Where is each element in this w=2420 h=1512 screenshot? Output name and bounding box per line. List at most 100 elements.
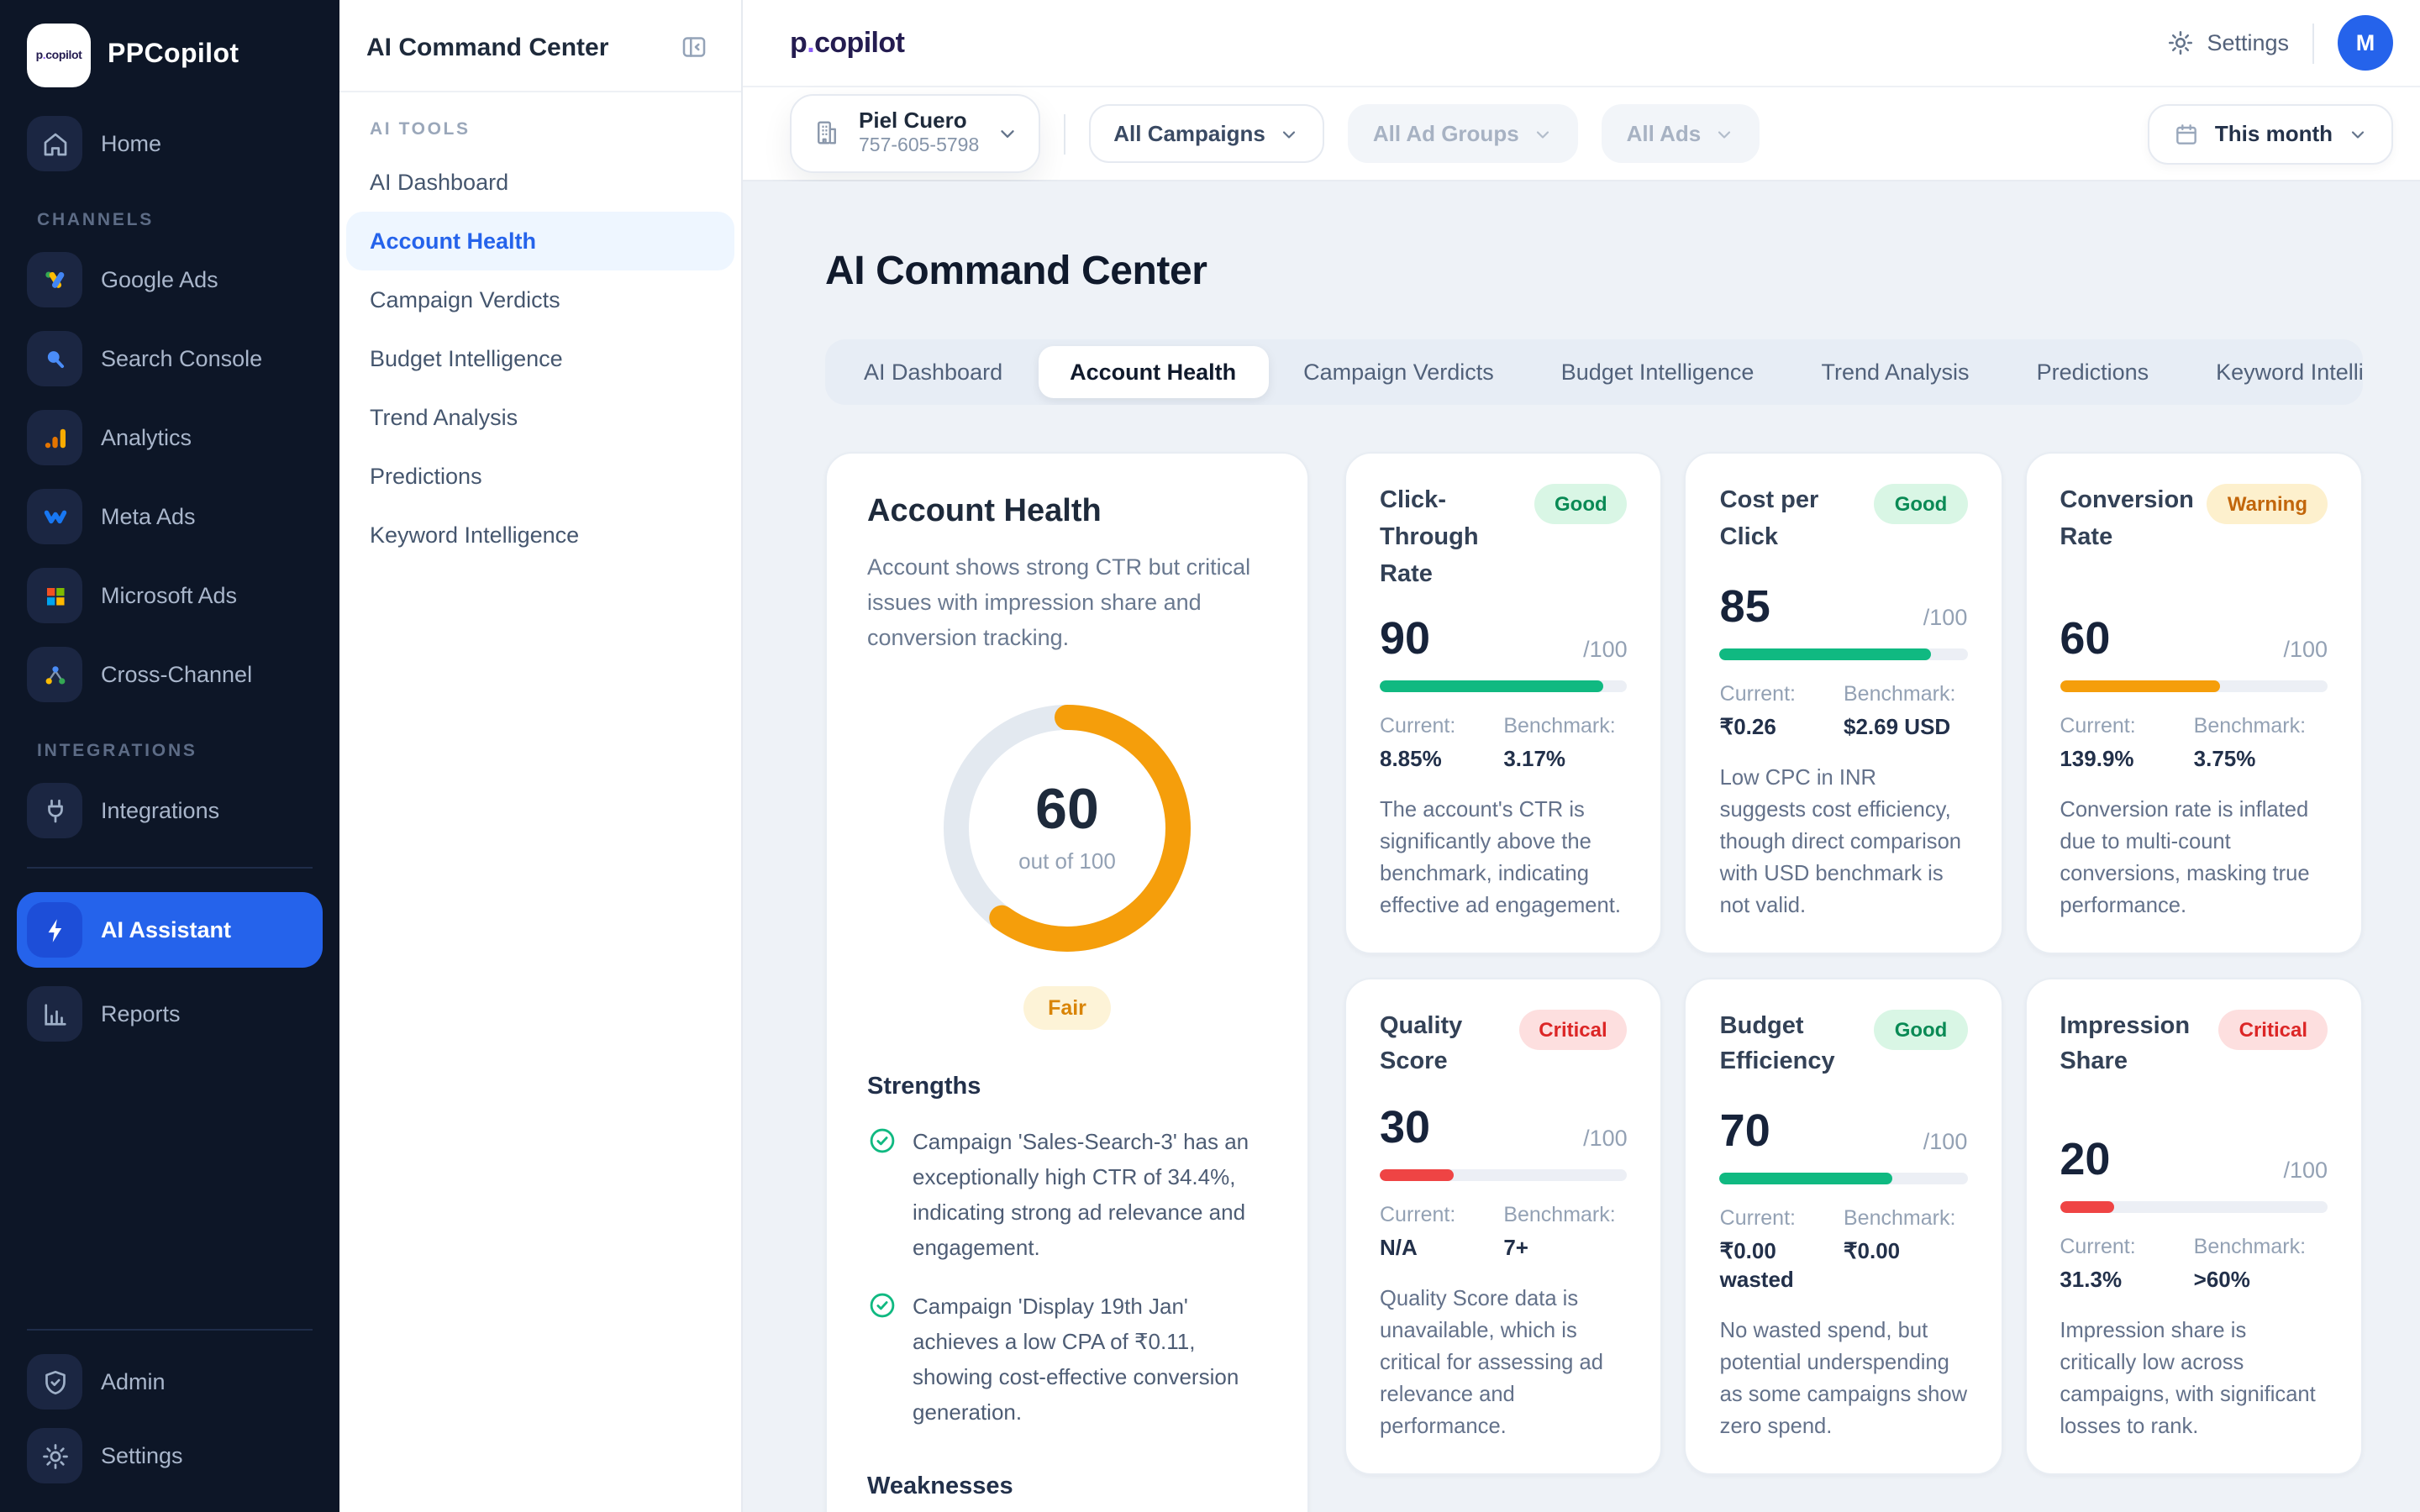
metric-score: 85	[1719, 581, 1770, 633]
metric-progress-fill	[1719, 1172, 1893, 1184]
weaknesses-heading: Weaknesses	[867, 1473, 1013, 1501]
sidebar-item-meta-ads[interactable]: Meta Ads	[17, 482, 323, 551]
brand-header: p.copilot PPCopilot	[0, 0, 339, 104]
sidebar-item-search-console[interactable]: Search Console	[17, 324, 323, 393]
analytics-icon	[27, 410, 82, 465]
current-value: N/A	[1380, 1235, 1418, 1261]
benchmark-value: >60%	[2193, 1267, 2250, 1293]
health-rating-badge: Fair	[1023, 985, 1112, 1030]
panel-title: AI Command Center	[366, 33, 609, 61]
metric-description: The account's CTR is significantly above…	[1380, 795, 1621, 918]
tab-bar: AI Dashboard Account Health Campaign Ver…	[825, 339, 2363, 405]
ai-tools-label: AI TOOLS	[370, 119, 471, 139]
account-selector[interactable]: Piel Cuero 757-605-5798	[790, 93, 1040, 174]
current-value: 31.3%	[2060, 1267, 2123, 1293]
metric-denominator: /100	[2283, 1158, 2328, 1184]
tab-trend-analysis[interactable]: Trend Analysis	[1821, 360, 1970, 385]
header-settings-button[interactable]: Settings	[2166, 29, 2289, 57]
tool-item-campaign-verdicts[interactable]: Campaign Verdicts	[370, 287, 560, 312]
benchmark-label: Benchmark:	[1503, 714, 1616, 738]
metric-progress-fill	[1380, 1169, 1455, 1182]
tab-budget-intelligence[interactable]: Budget Intelligence	[1560, 360, 1754, 385]
metric-card-budget-efficiency: Budget Efficiency Good 70 /100 Current: ₹…	[1684, 977, 2003, 1475]
current-label: Current:	[1719, 682, 1796, 706]
sidebar-item-admin[interactable]: Admin	[17, 1347, 323, 1416]
date-range-dropdown[interactable]: This month	[2147, 103, 2393, 164]
metric-title: Impression Share	[2060, 1012, 2191, 1076]
gear-icon	[27, 1428, 82, 1483]
chevron-down-icon	[2351, 130, 2365, 138]
account-name: Piel Cuero	[859, 107, 967, 133]
tool-item-account-health[interactable]: Account Health	[346, 212, 734, 270]
benchmark-label: Benchmark:	[2193, 714, 2307, 738]
tab-ai-dashboard[interactable]: AI Dashboard	[864, 360, 1003, 385]
status-badge: Good	[1534, 484, 1628, 524]
integrations-section-label: INTEGRATIONS	[37, 741, 197, 761]
current-label: Current:	[2060, 1235, 2136, 1259]
tab-campaign-verdicts[interactable]: Campaign Verdicts	[1303, 360, 1494, 385]
microsoft-ads-icon	[27, 568, 82, 623]
metric-card-quality-score: Quality Score Critical 30 /100 Current: N…	[1344, 977, 1663, 1475]
metric-denominator: /100	[1923, 605, 1968, 631]
metric-card-conversion-rate: Conversion Rate Warning 60 /100 Current:…	[2024, 452, 2363, 954]
current-value: ₹0.00 wasted	[1719, 1237, 1794, 1293]
metric-card-impression-share: Impression Share Critical 20 /100 Curren…	[2024, 977, 2363, 1475]
benchmark-value: 3.75%	[2193, 746, 2256, 772]
filter-divider	[1063, 113, 1065, 154]
metric-progress-fill	[2060, 680, 2221, 693]
tool-item-ai-dashboard[interactable]: AI Dashboard	[370, 170, 509, 195]
search-console-icon	[27, 331, 82, 386]
sidebar-item-cross-channel[interactable]: Cross-Channel	[17, 640, 323, 709]
benchmark-value: $2.69 USD	[1844, 714, 1951, 740]
account-health-card: Account Health Account shows strong CTR …	[825, 452, 1309, 1512]
plug-icon	[27, 783, 82, 838]
metric-denominator: /100	[1583, 637, 1628, 663]
header-right: Settings M	[2166, 15, 2393, 71]
metric-card-cost-per-click: Cost per Click Good 85 /100 Current: ₹0.2…	[1684, 452, 2003, 954]
sidebar-divider	[27, 867, 313, 869]
cross-channel-icon	[27, 647, 82, 702]
metric-score: 60	[2060, 613, 2111, 664]
tool-item-predictions[interactable]: Predictions	[370, 464, 482, 489]
sidebar-divider-bottom	[27, 1329, 313, 1331]
user-avatar[interactable]: M	[2338, 15, 2393, 71]
metric-description: Quality Score data is unavailable, which…	[1380, 1284, 1603, 1439]
metric-description: Low CPC in INR suggests cost efficiency,…	[1719, 764, 1962, 918]
panel-header: AI Command Center	[339, 0, 741, 92]
google-ads-icon	[27, 252, 82, 307]
benchmark-value: 3.17%	[1503, 746, 1566, 772]
sidebar-item-ai-assistant[interactable]: AI Assistant	[17, 892, 323, 968]
metric-description: Impression share is critically low acros…	[2060, 1316, 2316, 1439]
shield-check-icon	[27, 1354, 82, 1410]
ai-tools-panel: AI Command Center AI TOOLS AI Dashboard …	[339, 0, 743, 1512]
sidebar-item-settings[interactable]: Settings	[17, 1421, 323, 1490]
metric-score: 20	[2060, 1134, 2111, 1185]
metric-title: Conversion Rate	[2060, 487, 2194, 551]
home-icon	[27, 116, 82, 171]
metric-score: 90	[1380, 613, 1431, 664]
main-sidebar: p.copilot PPCopilot Home CHANNELS Google…	[0, 0, 339, 1512]
metric-score: 30	[1380, 1102, 1431, 1153]
sidebar-item-reports[interactable]: Reports	[17, 979, 323, 1048]
chevron-down-icon	[1718, 130, 1731, 138]
current-value: ₹0.26	[1719, 714, 1776, 740]
metric-progress-track	[1380, 1169, 1628, 1182]
tool-item-trend-analysis[interactable]: Trend Analysis	[370, 405, 518, 430]
tab-predictions[interactable]: Predictions	[2036, 360, 2149, 385]
collapse-panel-icon[interactable]	[674, 27, 714, 67]
sidebar-item-google-ads[interactable]: Google Ads	[17, 245, 323, 314]
campaigns-filter-dropdown[interactable]: All Campaigns	[1088, 104, 1324, 163]
tab-account-health[interactable]: Account Health	[1038, 346, 1269, 398]
sidebar-item-analytics[interactable]: Analytics	[17, 403, 323, 472]
tool-item-budget-intelligence[interactable]: Budget Intelligence	[370, 346, 563, 371]
health-card-description: Account shows strong CTR but critical is…	[867, 554, 1251, 650]
sidebar-item-microsoft-ads[interactable]: Microsoft Ads	[17, 561, 323, 630]
sidebar-item-integrations[interactable]: Integrations	[17, 776, 323, 845]
benchmark-value: 7+	[1503, 1235, 1528, 1261]
tab-keyword-intelligence[interactable]: Keyword Intelligence	[2216, 360, 2363, 385]
calendar-icon	[2176, 123, 2196, 144]
metric-progress-fill	[1380, 680, 1603, 693]
sidebar-item-home[interactable]: Home	[17, 109, 323, 178]
tool-item-keyword-intelligence[interactable]: Keyword Intelligence	[370, 522, 580, 548]
